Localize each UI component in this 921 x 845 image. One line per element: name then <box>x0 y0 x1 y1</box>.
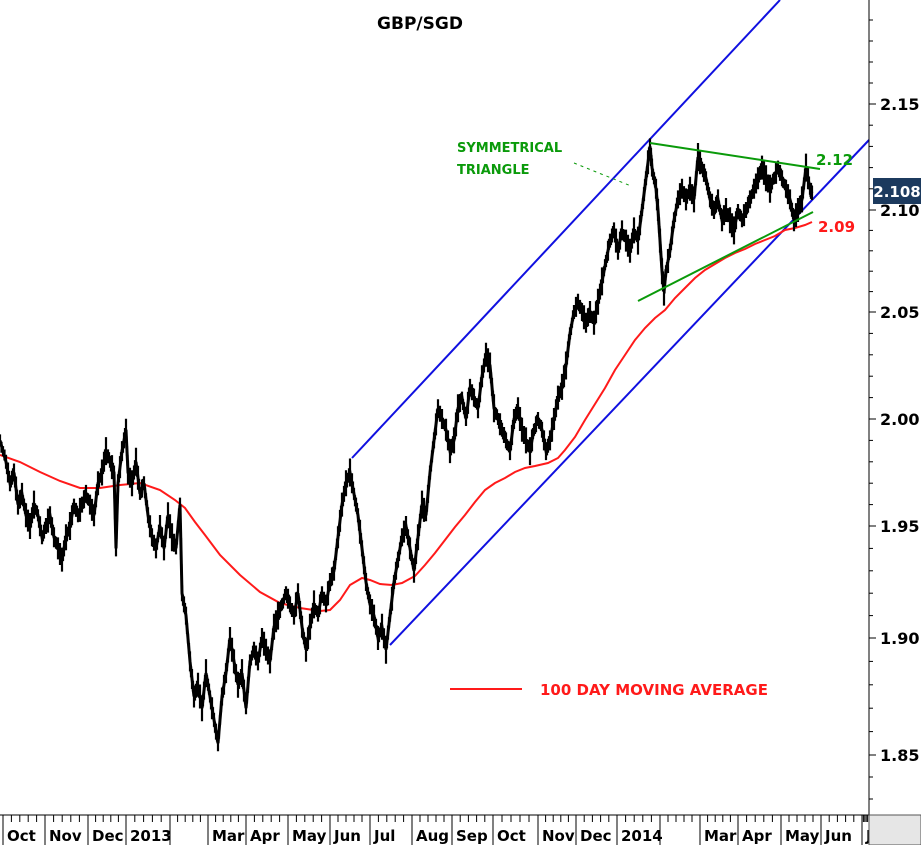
x-month-label: Sep <box>456 827 488 845</box>
price-series <box>0 138 814 752</box>
x-month-label: Jul <box>373 827 395 845</box>
y-tick-label: 2.10 <box>880 201 919 220</box>
y-tick-label: 2.05 <box>880 303 919 322</box>
x-month-label: Dec <box>92 827 124 845</box>
last-price-box <box>873 178 921 204</box>
x-month-label: Jun <box>824 827 852 845</box>
x-month-label: Mar <box>704 827 737 845</box>
x-month-label: 2013 <box>130 827 172 845</box>
channel-upper-line <box>351 0 781 459</box>
triangle-upper-line <box>649 142 821 170</box>
x-month-label: Aug <box>416 827 449 845</box>
legend-label-moving-average: 100 DAY MOVING AVERAGE <box>540 681 768 699</box>
last-price-label: 2.108 <box>873 183 920 201</box>
price-polyline <box>0 146 814 744</box>
y-tick-label: 1.85 <box>880 746 919 765</box>
x-axis-ticks: Oct Nov Dec 2013 Mar Apr May Jun Jul Aug Sep Oct Nov… <box>2 815 872 845</box>
x-month-label: Nov <box>542 827 575 845</box>
x-month-label: Oct <box>7 827 36 845</box>
x-month-label: Apr <box>742 827 772 845</box>
moving-average-polyline <box>0 221 813 613</box>
pattern-label-line2: TRIANGLE <box>457 163 530 178</box>
y-tick-label: 2.00 <box>880 410 919 429</box>
x-month-label: Oct <box>497 827 526 845</box>
x-month-label: Jun <box>333 827 361 845</box>
chart-title: GBP/SGD <box>377 14 463 34</box>
x-month-label: J <box>865 827 872 845</box>
x-month-label: 2014 <box>621 827 663 845</box>
support-label: 2.09 <box>818 218 855 236</box>
x-month-label: May <box>785 827 820 845</box>
y-tick-label: 1.90 <box>880 629 919 648</box>
x-month-label: Apr <box>250 827 280 845</box>
symmetrical-triangle <box>573 142 821 302</box>
moving-average-line <box>0 221 813 613</box>
pattern-label-line1: SYMMETRICAL <box>457 141 562 156</box>
triangle-lower-line <box>637 211 814 302</box>
y-tick-label: 1.95 <box>880 517 919 536</box>
x-month-label: Dec <box>580 827 612 845</box>
x-month-label: Mar <box>212 827 245 845</box>
resistance-label: 2.12 <box>816 151 853 169</box>
x-month-label: May <box>292 827 327 845</box>
x-month-label: Nov <box>49 827 82 845</box>
y-axis-ticks: 2.15 2.10 2.05 2.00 1.95 1.90 1.85 <box>869 19 919 800</box>
pattern-callout-line <box>573 162 632 187</box>
axis-corner-box <box>868 814 921 845</box>
y-tick-label: 2.15 <box>880 95 919 114</box>
